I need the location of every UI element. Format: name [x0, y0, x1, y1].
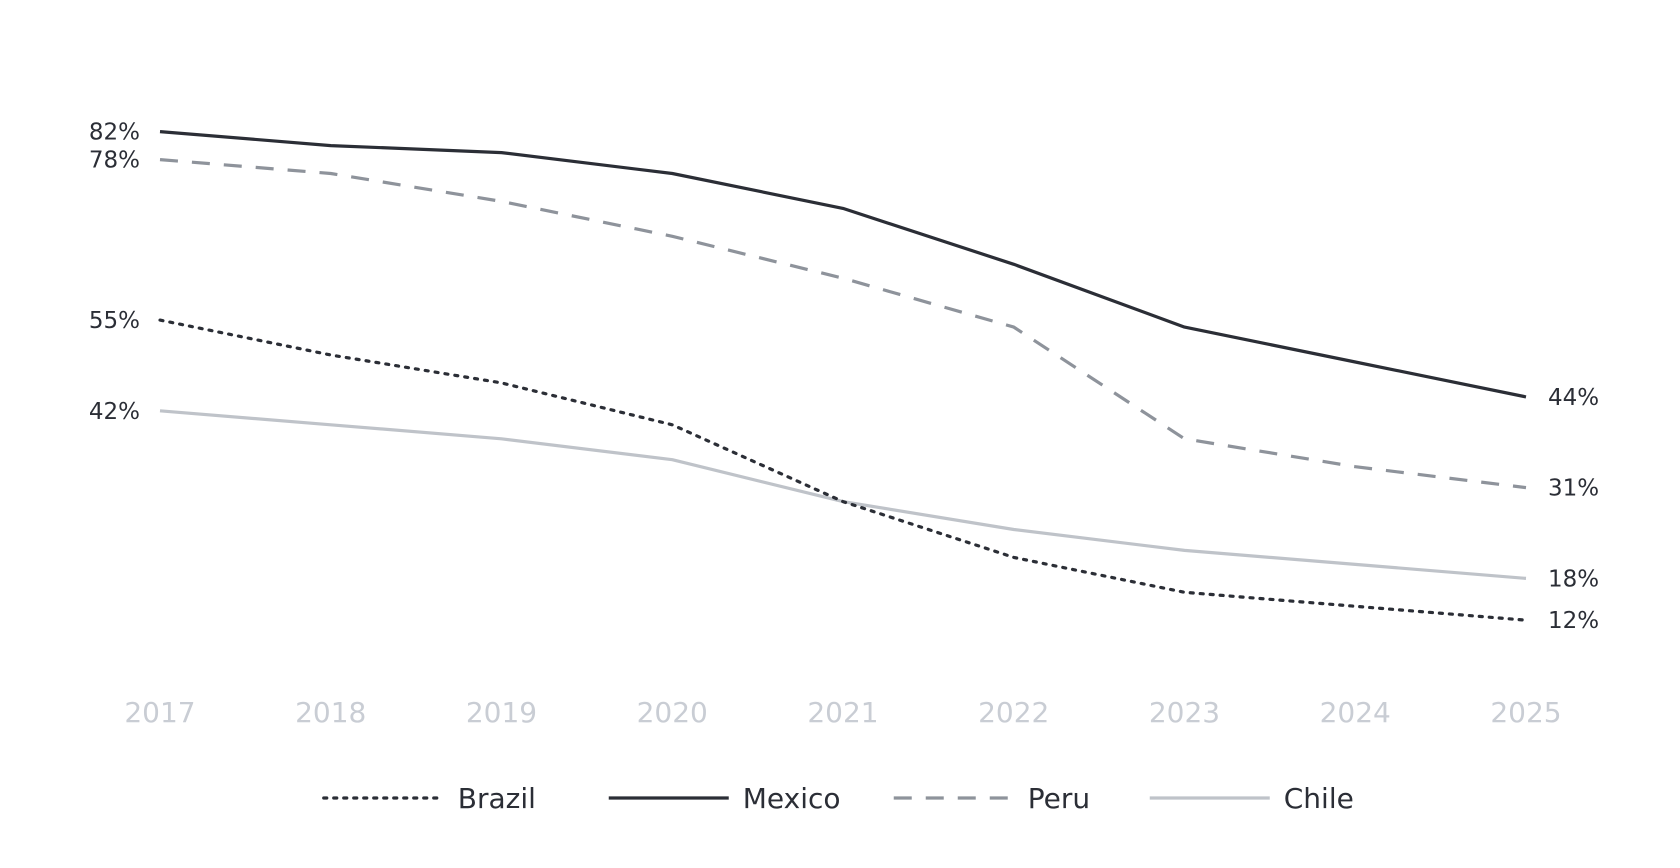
- series-line-brazil: [158, 318, 1528, 622]
- x-tick-label: 2020: [637, 696, 708, 729]
- series-line-peru: [159, 158, 1527, 490]
- series-line-chile: [159, 409, 1527, 580]
- legend-item-mexico: Mexico: [608, 782, 841, 815]
- x-tick-label: 2017: [124, 696, 195, 729]
- start-label-brazil: 55%: [89, 308, 140, 334]
- end-label-peru: 31%: [1548, 476, 1599, 502]
- legend-item-brazil: Brazil: [322, 782, 536, 815]
- end-label-brazil: 12%: [1548, 608, 1599, 634]
- end-label-mexico: 44%: [1548, 385, 1599, 411]
- series-lines: [158, 130, 1528, 622]
- legend-label-mexico: Mexico: [743, 782, 841, 815]
- start-value-labels: 55% 82%78% 42%: [89, 120, 140, 425]
- legend-label-chile: Chile: [1284, 782, 1354, 815]
- start-label-chile: 42%: [89, 399, 140, 425]
- legend: Brazil Mexico Peru Chile: [322, 782, 1354, 815]
- x-tick-label: 2021: [807, 696, 878, 729]
- x-tick-label: 2019: [466, 696, 537, 729]
- x-tick-label: 2022: [978, 696, 1049, 729]
- legend-label-peru: Peru: [1028, 782, 1090, 815]
- start-label-mexico: 82%: [89, 120, 140, 146]
- legend-item-peru: Peru: [893, 782, 1090, 815]
- legend-item-chile: Chile: [1149, 782, 1354, 815]
- x-tick-label: 2024: [1320, 696, 1391, 729]
- start-label-peru: 78%: [89, 148, 140, 174]
- end-value-labels: 12% 44% 31% 18%: [1548, 385, 1599, 634]
- end-label-chile: 18%: [1548, 566, 1599, 592]
- legend-label-brazil: Brazil: [458, 782, 536, 815]
- x-tick-label: 2018: [295, 696, 366, 729]
- x-tick-label: 2025: [1490, 696, 1561, 729]
- x-tick-label: 2023: [1149, 696, 1220, 729]
- x-axis-ticks: 2017 2018 2019 2020 2021 2022 2023 2024 2025: [124, 696, 1561, 729]
- series-line-mexico: [159, 130, 1527, 399]
